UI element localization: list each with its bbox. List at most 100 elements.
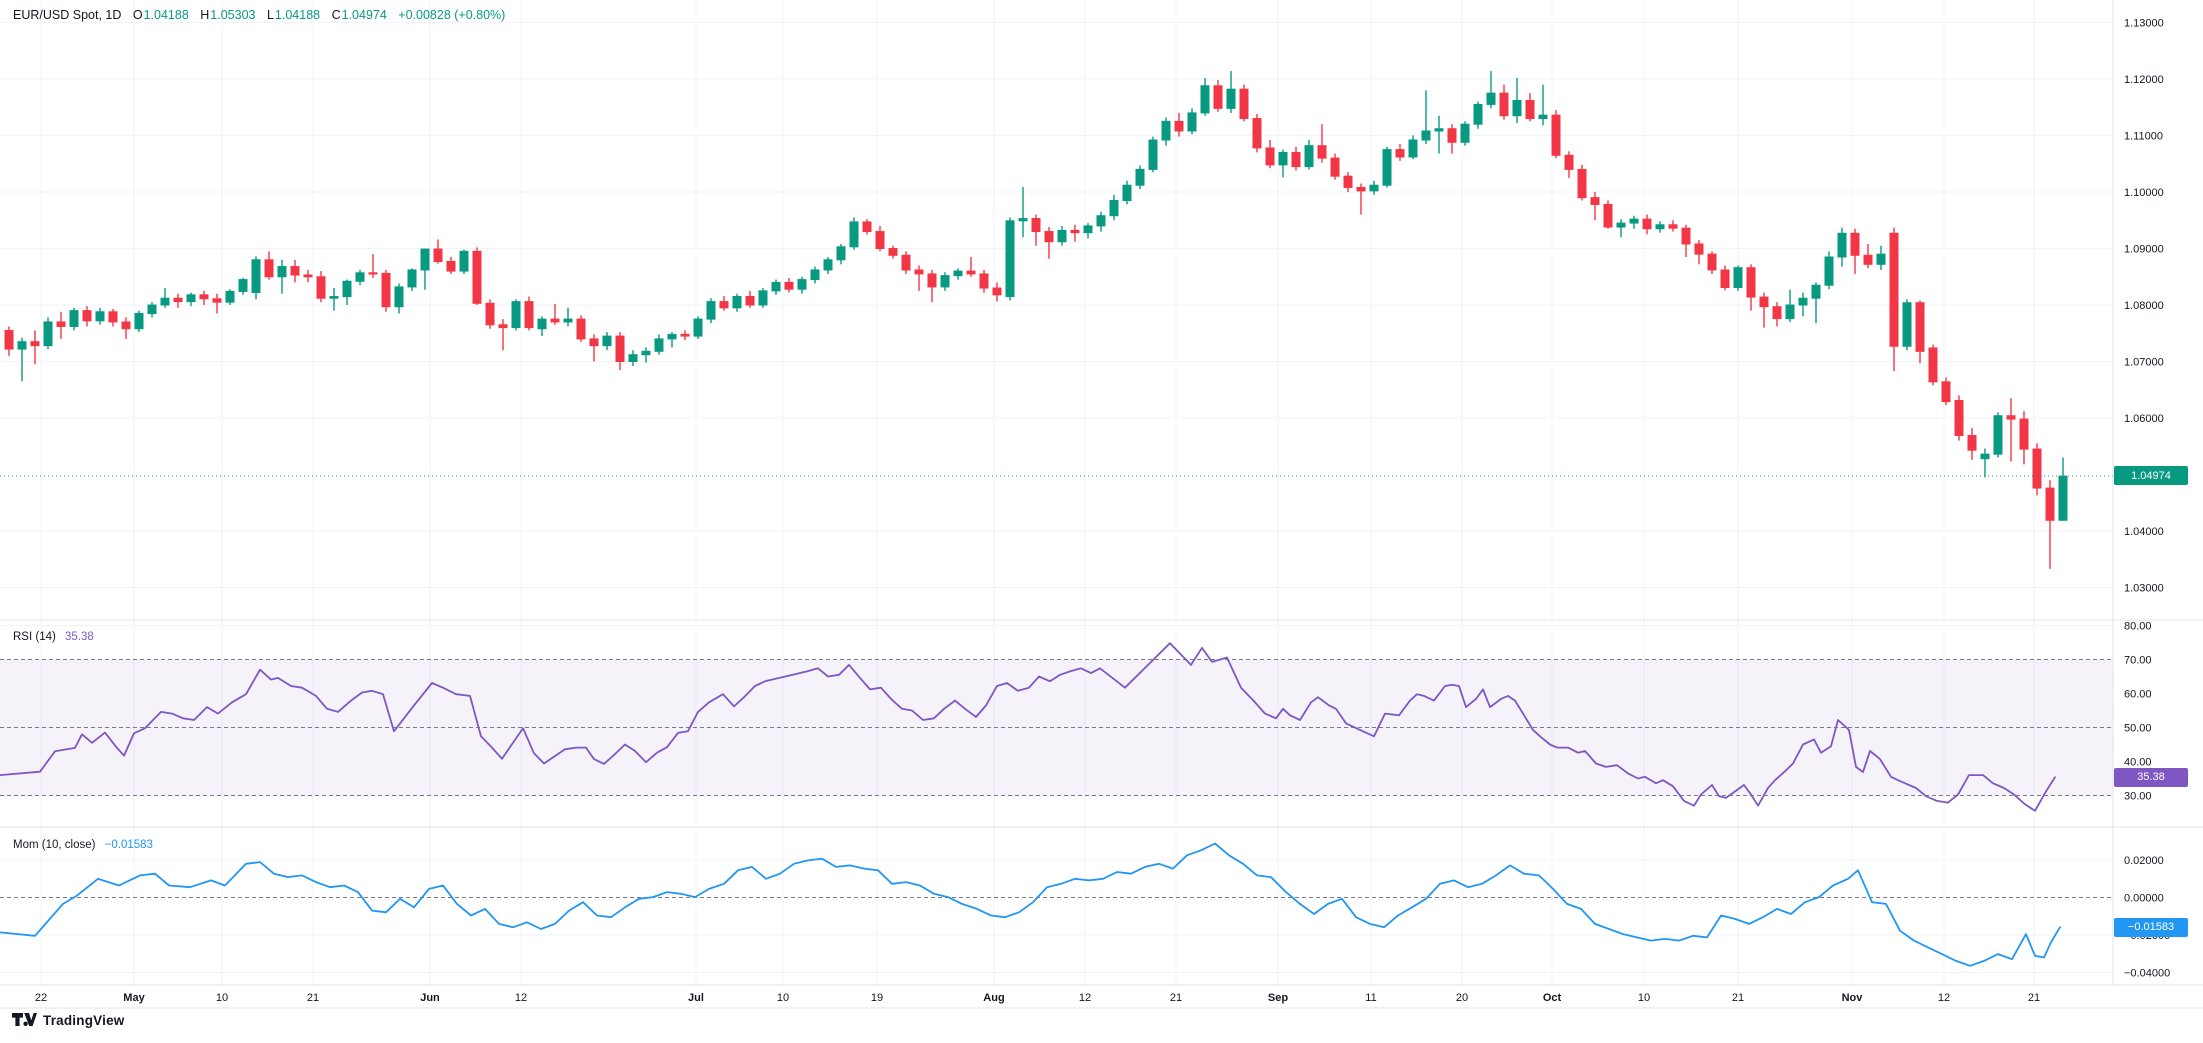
candle-body[interactable] bbox=[1837, 232, 1847, 258]
candle-body[interactable] bbox=[2019, 418, 2029, 450]
candle-body[interactable] bbox=[1603, 203, 1613, 228]
candle-body[interactable] bbox=[147, 304, 157, 314]
candle-body[interactable] bbox=[992, 287, 1002, 296]
candle-body[interactable] bbox=[1590, 197, 1600, 205]
candle-body[interactable] bbox=[1629, 218, 1639, 224]
mom-legend[interactable]: Mom (10, close) −0.01583 bbox=[13, 839, 153, 851]
candle-body[interactable] bbox=[355, 272, 365, 282]
candle-body[interactable] bbox=[849, 221, 859, 248]
candle-body[interactable] bbox=[1538, 114, 1548, 120]
mom-line[interactable] bbox=[0, 842, 2061, 967]
candle-body[interactable] bbox=[1746, 267, 1756, 298]
candle-body[interactable] bbox=[1239, 88, 1249, 120]
candle-body[interactable] bbox=[1577, 168, 1587, 199]
candle-body[interactable] bbox=[1356, 186, 1366, 192]
candle-body[interactable] bbox=[1707, 253, 1717, 271]
candle-body[interactable] bbox=[1902, 302, 1912, 347]
candle-body[interactable] bbox=[1681, 227, 1691, 245]
candle-body[interactable] bbox=[1759, 296, 1769, 308]
candle-body[interactable] bbox=[277, 266, 287, 278]
candle-body[interactable] bbox=[498, 324, 508, 329]
candle-body[interactable] bbox=[771, 281, 781, 292]
candle-body[interactable] bbox=[186, 294, 196, 303]
candle-body[interactable] bbox=[1642, 218, 1652, 230]
candle-body[interactable] bbox=[537, 318, 547, 330]
candle-body[interactable] bbox=[1005, 220, 1015, 298]
candle-body[interactable] bbox=[797, 279, 807, 290]
candle-body[interactable] bbox=[95, 311, 105, 322]
candle-body[interactable] bbox=[563, 318, 573, 323]
candle-body[interactable] bbox=[1486, 92, 1496, 105]
candle-body[interactable] bbox=[1278, 151, 1288, 166]
candle-body[interactable] bbox=[550, 318, 560, 323]
candle-body[interactable] bbox=[1317, 145, 1327, 159]
candle-body[interactable] bbox=[56, 321, 66, 327]
candle-body[interactable] bbox=[485, 302, 495, 326]
candle-body[interactable] bbox=[1369, 184, 1379, 192]
candle-body[interactable] bbox=[1044, 231, 1054, 243]
candle-body[interactable] bbox=[862, 221, 872, 233]
candle-body[interactable] bbox=[472, 250, 482, 304]
rsi-legend[interactable]: RSI (14) 35.38 bbox=[13, 631, 94, 643]
candle-body[interactable] bbox=[1967, 435, 1977, 451]
candle-body[interactable] bbox=[420, 248, 430, 271]
candle-body[interactable] bbox=[888, 248, 898, 256]
candle-body[interactable] bbox=[2006, 415, 2016, 420]
candle-body[interactable] bbox=[1720, 269, 1730, 288]
candle-body[interactable] bbox=[1616, 222, 1626, 228]
candle-body[interactable] bbox=[69, 310, 79, 327]
candle-body[interactable] bbox=[264, 259, 274, 278]
candle-body[interactable] bbox=[680, 333, 690, 337]
candle-body[interactable] bbox=[511, 301, 521, 329]
candle-body[interactable] bbox=[901, 254, 911, 271]
candle-body[interactable] bbox=[2032, 448, 2042, 489]
candle-body[interactable] bbox=[810, 269, 820, 281]
candle-body[interactable] bbox=[82, 310, 92, 322]
symbol-header[interactable]: EUR/USD Spot, 1D O1.04188 H1.05303 L1.04… bbox=[13, 8, 505, 22]
candle-body[interactable] bbox=[1694, 243, 1704, 255]
symbol-title[interactable]: EUR/USD Spot, 1D bbox=[13, 8, 122, 22]
candle-body[interactable] bbox=[4, 329, 14, 350]
candle-body[interactable] bbox=[173, 297, 183, 303]
candle-body[interactable] bbox=[1551, 114, 1561, 156]
candle-body[interactable] bbox=[1811, 284, 1821, 299]
candle-body[interactable] bbox=[706, 301, 716, 320]
candle-body[interactable] bbox=[1291, 151, 1301, 168]
candle-body[interactable] bbox=[381, 272, 391, 308]
candle-body[interactable] bbox=[43, 321, 53, 347]
candle-body[interactable] bbox=[1174, 120, 1184, 132]
candle-body[interactable] bbox=[1980, 453, 1990, 460]
candle-body[interactable] bbox=[199, 294, 209, 300]
candle-body[interactable] bbox=[1564, 154, 1574, 170]
tradingview-attribution[interactable]: TradingView bbox=[12, 1013, 124, 1028]
candle-body[interactable] bbox=[1161, 120, 1171, 141]
candle-body[interactable] bbox=[433, 248, 443, 262]
candle-body[interactable] bbox=[1148, 139, 1158, 170]
candle-body[interactable] bbox=[1668, 224, 1678, 229]
candle-body[interactable] bbox=[927, 273, 937, 288]
candle-body[interactable] bbox=[459, 250, 469, 272]
candle-body[interactable] bbox=[914, 269, 924, 275]
candle-body[interactable] bbox=[316, 276, 326, 299]
candle-body[interactable] bbox=[524, 301, 534, 329]
candle-body[interactable] bbox=[1304, 145, 1314, 168]
candle-body[interactable] bbox=[654, 338, 664, 352]
candle-body[interactable] bbox=[979, 273, 989, 289]
candle-body[interactable] bbox=[225, 290, 235, 303]
candle-body[interactable] bbox=[1421, 130, 1431, 141]
candle-body[interactable] bbox=[1057, 229, 1067, 243]
candle-body[interactable] bbox=[745, 296, 755, 306]
candle-body[interactable] bbox=[212, 298, 222, 303]
candle-body[interactable] bbox=[602, 335, 612, 347]
candle-body[interactable] bbox=[641, 350, 651, 356]
candle-body[interactable] bbox=[1850, 232, 1860, 256]
candle-body[interactable] bbox=[134, 312, 144, 330]
candle-body[interactable] bbox=[1824, 256, 1834, 286]
candle-body[interactable] bbox=[628, 354, 638, 363]
candle-body[interactable] bbox=[1226, 88, 1236, 109]
candle-body[interactable] bbox=[1213, 85, 1223, 109]
candle-body[interactable] bbox=[1798, 297, 1808, 306]
candle-body[interactable] bbox=[693, 318, 703, 337]
candle-body[interactable] bbox=[251, 259, 261, 294]
